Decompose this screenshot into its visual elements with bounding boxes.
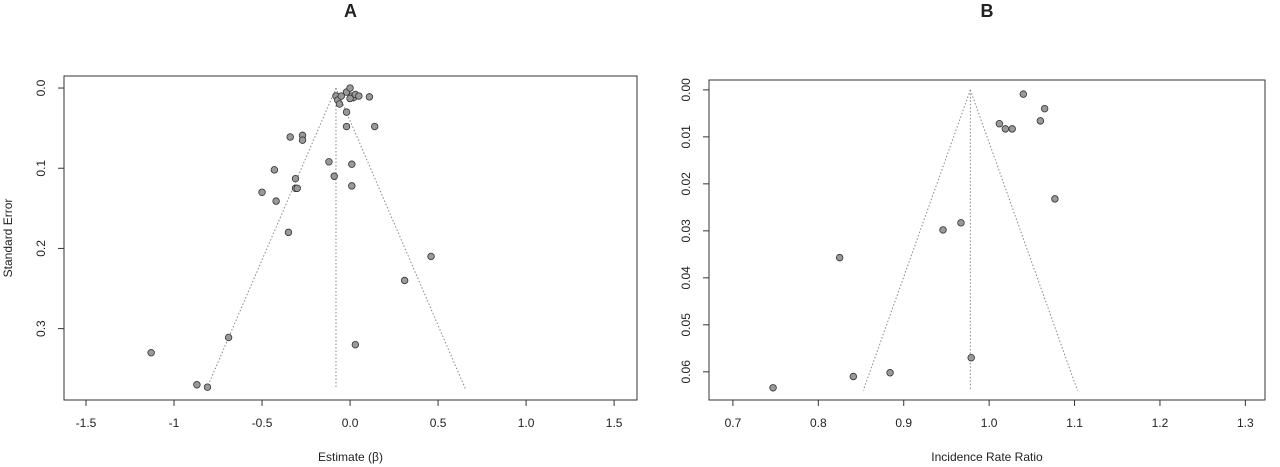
point <box>371 122 379 131</box>
point <box>835 253 844 262</box>
x-tick-label: 0.8 <box>810 416 827 430</box>
y-tick-label: 0.04 <box>679 266 693 290</box>
point <box>1001 125 1010 133</box>
point <box>298 136 307 144</box>
x-tick-label: -1.5 <box>76 416 97 430</box>
point <box>342 108 351 116</box>
x-tick-label: 1.3 <box>1237 416 1254 430</box>
point <box>342 122 351 131</box>
point <box>293 184 301 192</box>
x-tick-label: -0.5 <box>252 416 273 430</box>
point <box>346 84 354 92</box>
y-tick-label: 0.3 <box>34 320 48 337</box>
x-tick-label: 0.5 <box>430 416 447 430</box>
point <box>355 92 363 100</box>
point <box>995 120 1004 128</box>
x-tick-label: 1.0 <box>518 416 535 430</box>
y-tick-label: 0.05 <box>679 313 693 337</box>
x-tick-label: 1.5 <box>606 416 623 430</box>
point <box>224 333 233 342</box>
funnel-right <box>969 89 1078 391</box>
x-axis-label: Estimate (β) <box>318 450 383 464</box>
point <box>365 93 374 101</box>
point <box>400 276 409 285</box>
y-tick-label: 0.00 <box>679 78 693 102</box>
y-tick-label: 0.03 <box>679 219 693 243</box>
y-tick-label: 0.06 <box>679 360 693 384</box>
point <box>849 372 858 381</box>
point <box>427 252 435 261</box>
point <box>258 188 266 196</box>
chart-title: B <box>981 1 994 21</box>
x-axis-label: Incidence Rate Ratio <box>931 450 1043 464</box>
x-tick-label: 1.0 <box>981 416 998 430</box>
point <box>1040 104 1049 113</box>
point <box>348 182 356 190</box>
point <box>147 348 155 357</box>
point <box>1036 117 1045 125</box>
point <box>348 160 356 168</box>
point <box>351 340 360 349</box>
point <box>203 383 212 391</box>
point <box>330 172 338 180</box>
point <box>193 381 201 389</box>
x-tick-label: 0.9 <box>895 416 912 430</box>
point <box>769 384 777 392</box>
point <box>337 92 345 100</box>
funnel-left <box>206 87 337 389</box>
point <box>1008 125 1016 133</box>
plot-frame <box>708 79 1266 401</box>
point <box>957 219 965 227</box>
point <box>967 354 975 362</box>
point <box>272 197 280 205</box>
x-tick-label: -1 <box>169 416 180 430</box>
point <box>335 100 344 108</box>
y-tick-label: 0.0 <box>34 79 48 96</box>
x-tick-label: 1.2 <box>1152 416 1169 430</box>
y-tick-label: 0.02 <box>679 172 693 196</box>
point <box>346 94 354 103</box>
point <box>325 158 333 166</box>
y-tick-label: 0.2 <box>34 240 48 257</box>
point <box>286 133 294 141</box>
x-tick-label: 1.1 <box>1066 416 1083 430</box>
funnel-left <box>862 89 971 391</box>
x-tick-label: 0.7 <box>725 416 742 430</box>
point <box>270 166 279 174</box>
x-tick-label: 0.0 <box>342 416 359 430</box>
point <box>1019 90 1027 98</box>
point <box>939 226 947 234</box>
point <box>886 369 894 377</box>
chart-title: A <box>344 1 357 21</box>
y-tick-label: 0.1 <box>34 160 48 177</box>
y-axis-label: Standard Error <box>1 199 15 278</box>
point <box>284 228 293 237</box>
y-tick-label: 0.01 <box>679 125 693 149</box>
point <box>1051 195 1059 203</box>
point <box>291 174 300 183</box>
